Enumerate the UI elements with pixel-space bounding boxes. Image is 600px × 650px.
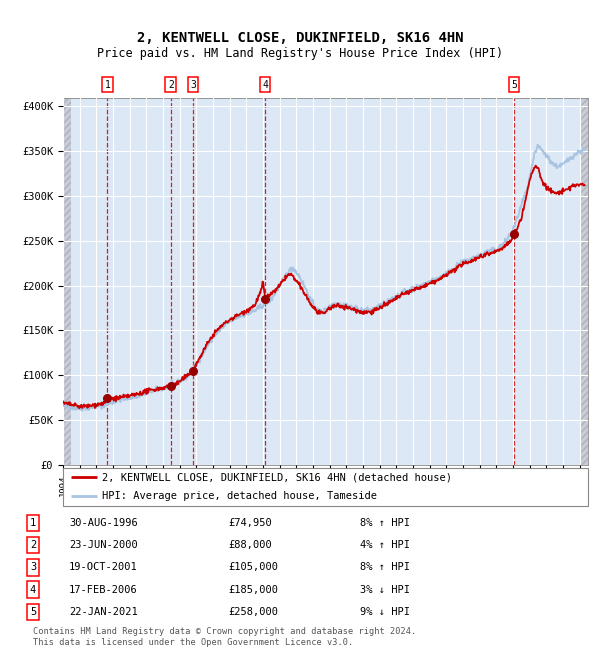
Text: 9% ↓ HPI: 9% ↓ HPI [360,606,410,617]
Text: 22-JAN-2021: 22-JAN-2021 [69,606,138,617]
Text: 3: 3 [190,80,196,90]
Text: 5: 5 [511,80,517,90]
Text: Price paid vs. HM Land Registry's House Price Index (HPI): Price paid vs. HM Land Registry's House … [97,47,503,60]
Text: £88,000: £88,000 [228,540,272,551]
Text: 5: 5 [30,606,36,617]
Bar [581,98,590,465]
Text: 8% ↑ HPI: 8% ↑ HPI [360,562,410,573]
Text: 4% ↑ HPI: 4% ↑ HPI [360,540,410,551]
Text: 30-AUG-1996: 30-AUG-1996 [69,518,138,528]
Text: 2, KENTWELL CLOSE, DUKINFIELD, SK16 4HN (detached house): 2, KENTWELL CLOSE, DUKINFIELD, SK16 4HN … [103,473,452,482]
Text: 2, KENTWELL CLOSE, DUKINFIELD, SK16 4HN: 2, KENTWELL CLOSE, DUKINFIELD, SK16 4HN [137,31,463,45]
FancyBboxPatch shape [63,468,588,506]
Text: 1: 1 [30,518,36,528]
Text: £185,000: £185,000 [228,584,278,595]
Text: 1: 1 [104,80,110,90]
Text: 2: 2 [30,540,36,551]
Text: Contains HM Land Registry data © Crown copyright and database right 2024.
This d: Contains HM Land Registry data © Crown c… [33,627,416,647]
Text: 2: 2 [168,80,174,90]
Text: £105,000: £105,000 [228,562,278,573]
Text: 3% ↓ HPI: 3% ↓ HPI [360,584,410,595]
Text: £74,950: £74,950 [228,518,272,528]
Text: 3: 3 [30,562,36,573]
Text: HPI: Average price, detached house, Tameside: HPI: Average price, detached house, Tame… [103,491,377,501]
Text: 19-OCT-2001: 19-OCT-2001 [69,562,138,573]
Text: 23-JUN-2000: 23-JUN-2000 [69,540,138,551]
Text: 4: 4 [30,584,36,595]
Text: 17-FEB-2006: 17-FEB-2006 [69,584,138,595]
Text: £258,000: £258,000 [228,606,278,617]
Text: 4: 4 [262,80,268,90]
Text: 8% ↑ HPI: 8% ↑ HPI [360,518,410,528]
Bar [63,98,71,465]
